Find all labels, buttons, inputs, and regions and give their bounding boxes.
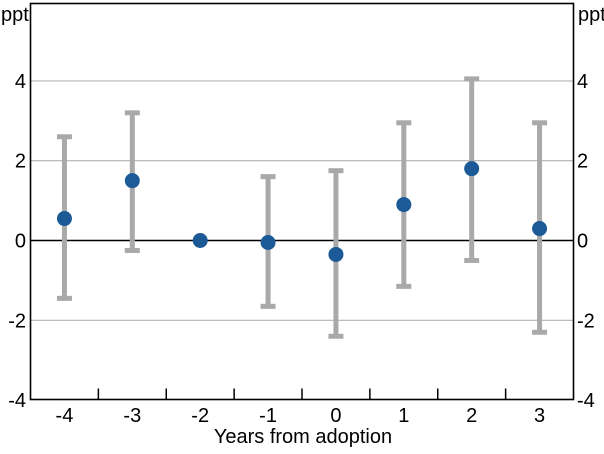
y-tick-labels-left: 4 2 0 -2 -4 bbox=[8, 71, 26, 412]
y-tick-labels-right: 4 2 0 -2 -4 bbox=[577, 71, 595, 412]
gridlines bbox=[30, 80, 574, 321]
point-estimate-dot bbox=[396, 197, 412, 213]
error-bars bbox=[56, 76, 548, 339]
y-tick-label-left: 2 bbox=[15, 151, 26, 173]
y-tick-label-left: -4 bbox=[8, 390, 26, 412]
y-tick-label-left: 4 bbox=[15, 71, 26, 93]
x-tick-label: 2 bbox=[466, 405, 477, 427]
y-unit-label-left: ppt bbox=[1, 4, 29, 26]
x-tick-label: -4 bbox=[56, 405, 74, 427]
x-tick-label: 1 bbox=[398, 405, 409, 427]
y-tick-label-left: -2 bbox=[8, 310, 26, 332]
x-axis-title: Years from adoption bbox=[214, 426, 392, 448]
point-estimate-dot bbox=[124, 173, 140, 189]
plot-frame bbox=[29, 2, 575, 401]
x-tick-label: -1 bbox=[259, 405, 277, 427]
point-estimate-dot bbox=[464, 161, 480, 177]
y-unit-label-right: ppt bbox=[578, 4, 604, 26]
x-tick-labels: -4 -3 -2 -1 0 1 2 3 bbox=[56, 405, 546, 427]
y-tick-label-right: -2 bbox=[577, 310, 595, 332]
x-tick-label: 3 bbox=[534, 405, 545, 427]
x-tick-label: 0 bbox=[330, 405, 341, 427]
x-tick-label: -3 bbox=[123, 405, 141, 427]
point-estimate-dot bbox=[532, 221, 548, 237]
point-estimates bbox=[56, 161, 548, 262]
y-tick-label-right: 2 bbox=[577, 151, 588, 173]
x-tick-label: -2 bbox=[191, 405, 209, 427]
y-tick-label-right: -4 bbox=[577, 390, 595, 412]
point-estimate-dot bbox=[260, 234, 276, 250]
y-tick-label-right: 4 bbox=[577, 71, 588, 93]
point-estimate-dot bbox=[56, 211, 72, 227]
x-axis-ticks bbox=[97, 388, 507, 400]
point-estimate-dot bbox=[192, 233, 208, 248]
y-tick-label-left: 0 bbox=[15, 231, 26, 253]
point-estimate-dot bbox=[328, 246, 344, 262]
y-tick-label-right: 0 bbox=[577, 231, 588, 253]
